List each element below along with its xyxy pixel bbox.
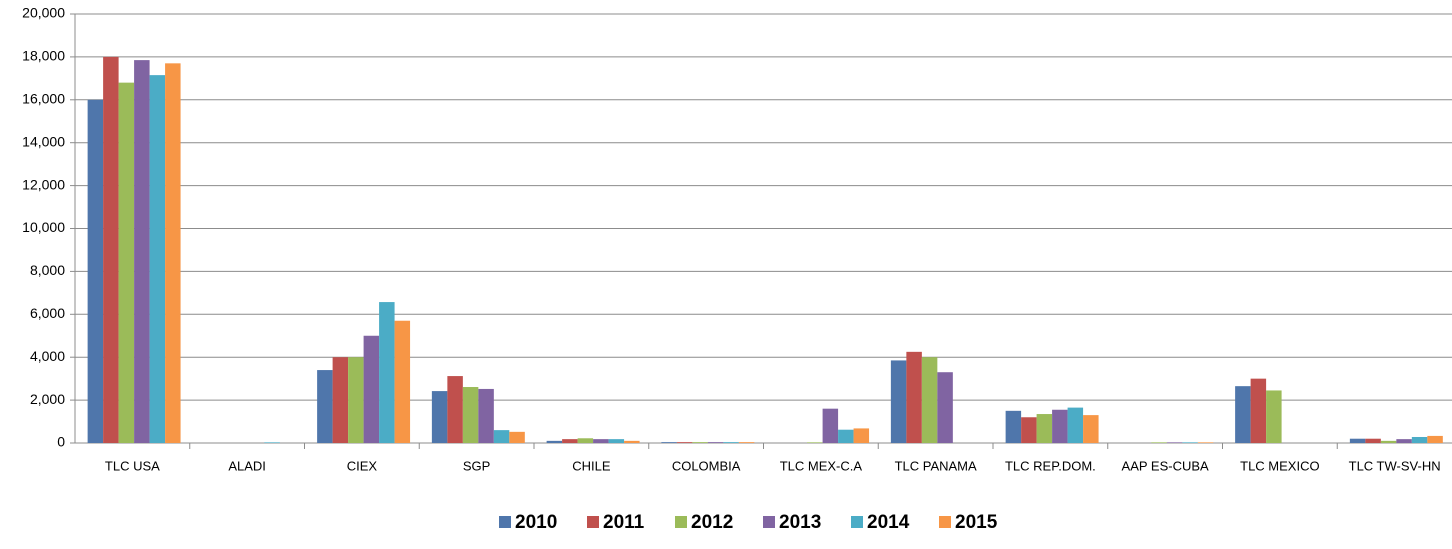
x-tick-label: TLC MEX-C.A: [780, 458, 863, 473]
legend-label: 2012: [691, 512, 733, 533]
x-tick-label: TLC MEXICO: [1240, 458, 1319, 473]
bar: [723, 442, 739, 443]
legend-swatch: [675, 516, 687, 528]
y-tick-label: 2,000: [30, 391, 65, 407]
bar: [738, 442, 755, 443]
bar: [546, 440, 563, 443]
bar: [431, 391, 448, 443]
legend-swatch: [499, 516, 511, 528]
bar: [692, 442, 708, 443]
bar: [462, 387, 479, 443]
bar: [1166, 442, 1183, 443]
y-tick-label: 10,000: [22, 219, 65, 235]
legend-label: 2014: [867, 512, 910, 533]
legend-swatch: [587, 516, 599, 528]
bar: [478, 388, 494, 443]
bar: [264, 442, 280, 443]
bar: [1349, 438, 1366, 443]
y-tick-label: 18,000: [22, 48, 65, 64]
bar: [1396, 439, 1412, 443]
bar: [363, 335, 380, 443]
bar: [661, 442, 677, 443]
bar: [509, 431, 525, 443]
bar: [562, 439, 578, 443]
bar: [822, 408, 839, 443]
y-tick-label: 14,000: [22, 133, 65, 149]
y-tick-label: 4,000: [30, 348, 65, 364]
x-tick-label: SGP: [463, 458, 490, 473]
bar: [103, 56, 119, 444]
bar: [1235, 386, 1251, 443]
x-tick-label: TLC PANAMA: [895, 458, 977, 473]
legend-label: 2010: [515, 512, 557, 533]
bar: [348, 357, 364, 443]
bar: [707, 442, 724, 443]
bar: [807, 442, 823, 443]
y-tick-label: 6,000: [30, 305, 65, 321]
bar: [379, 302, 395, 443]
legend-swatch: [851, 516, 863, 528]
y-tick-label: 8,000: [30, 262, 65, 278]
legend-swatch: [763, 516, 775, 528]
bar: [577, 438, 594, 443]
bar: [447, 376, 463, 443]
bar: [921, 357, 938, 443]
bar: [1052, 409, 1068, 443]
bar: [1411, 436, 1428, 443]
legend-label: 2015: [955, 512, 998, 533]
x-tick-label: CHILE: [572, 458, 611, 473]
bar: [317, 370, 333, 443]
legend-label: 2011: [603, 512, 645, 533]
bar: [1021, 417, 1037, 443]
x-tick-label: TLC TW-SV-HN: [1349, 458, 1441, 473]
bar: [1182, 442, 1198, 443]
bar: [1365, 438, 1381, 443]
x-tick-label: AAP ES-CUBA: [1122, 458, 1210, 473]
bar: [890, 360, 907, 443]
bar: [149, 75, 166, 443]
bar: [493, 430, 510, 443]
y-tick-label: 12,000: [22, 176, 65, 192]
bar: [593, 439, 609, 443]
bar: [1036, 414, 1053, 443]
bar: [1083, 415, 1099, 443]
bar: [1380, 440, 1397, 443]
bar: [1250, 378, 1267, 443]
bar: [937, 372, 953, 443]
bar: [1197, 442, 1214, 443]
bar: [1005, 410, 1022, 443]
bar: [853, 428, 870, 443]
bar: [1067, 407, 1084, 443]
bar: [394, 320, 411, 443]
x-tick-label: TLC REP.DOM.: [1005, 458, 1096, 473]
x-tick-label: CIEX: [347, 458, 378, 473]
bar: [87, 99, 104, 444]
x-tick-label: COLOMBIA: [672, 458, 741, 473]
bar: [118, 82, 135, 443]
bar: [134, 60, 150, 444]
y-tick-label: 20,000: [22, 5, 65, 21]
bar: [676, 442, 693, 443]
y-tick-label: 0: [57, 434, 65, 450]
bar: [1151, 442, 1167, 443]
bar: [1427, 435, 1443, 443]
bar: [332, 357, 349, 443]
bar: [165, 63, 181, 444]
bar: [608, 439, 625, 443]
bar: [838, 429, 854, 443]
legend-label: 2013: [779, 512, 821, 533]
y-tick-label: 16,000: [22, 91, 65, 107]
bar: [906, 351, 922, 443]
x-tick-label: TLC USA: [105, 458, 160, 473]
bar: [624, 440, 640, 443]
x-tick-label: ALADI: [228, 458, 266, 473]
legend-swatch: [939, 516, 951, 528]
bar: [1266, 390, 1282, 443]
